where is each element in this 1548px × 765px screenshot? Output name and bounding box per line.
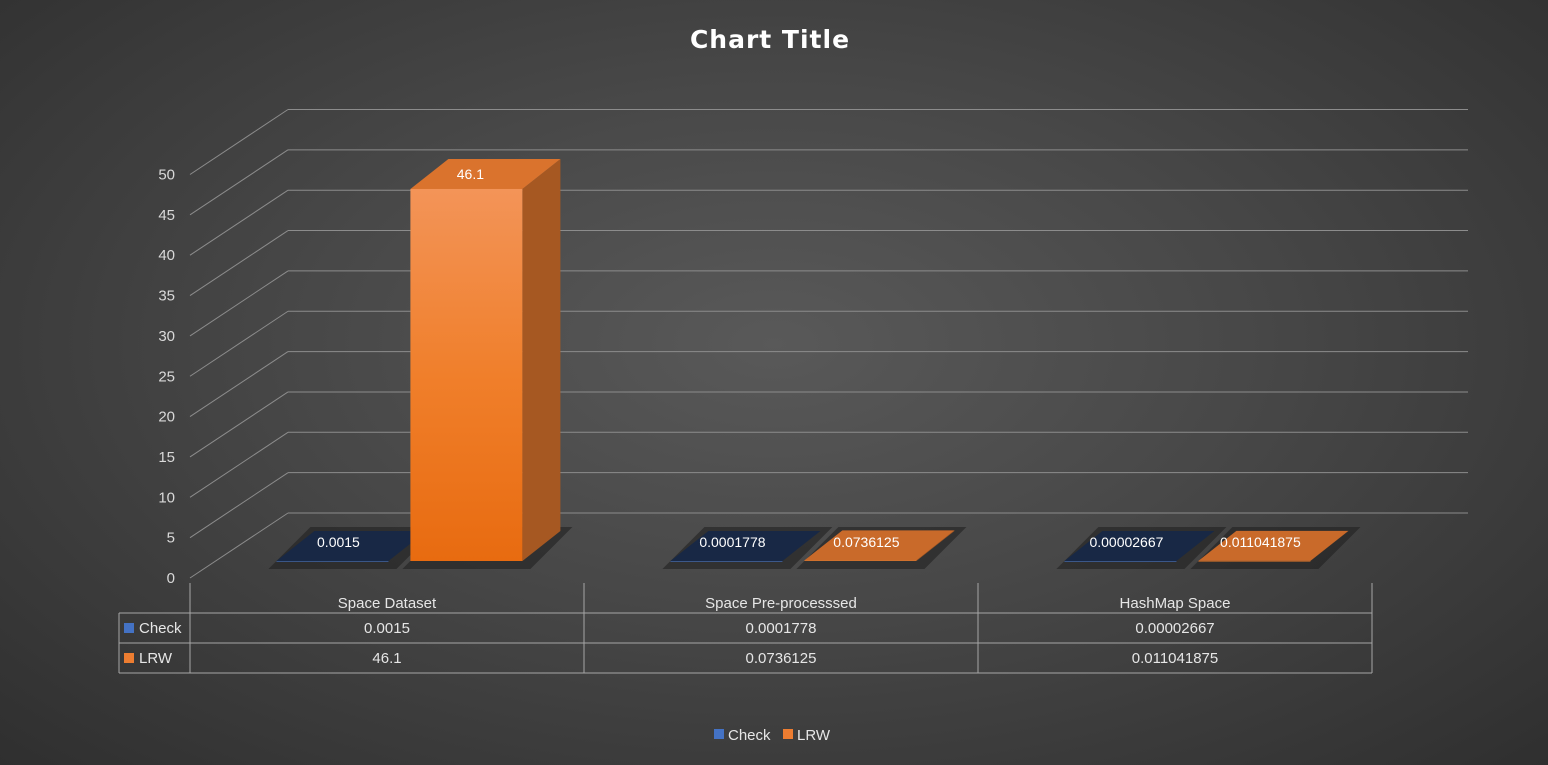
legend-key — [783, 729, 793, 739]
table-cell: 46.1 — [372, 650, 401, 667]
table-cell: 0.00002667 — [1135, 620, 1214, 637]
data-label: 0.00002667 — [1089, 534, 1163, 550]
legend: Check LRW — [714, 727, 831, 744]
data-label: 0.011041875 — [1220, 534, 1301, 550]
data-label: 46.1 — [457, 166, 484, 182]
data-label: 0.0015 — [317, 534, 360, 550]
gridline-side — [189, 391, 289, 458]
chart-title: Chart Title — [690, 25, 850, 54]
legend-label: Check — [728, 727, 771, 744]
legend-label: LRW — [797, 727, 831, 744]
bar-front — [1064, 560, 1177, 562]
data-labels: 0.0015 46.1 0.0001778 0.0736125 0.00002667 0.… — [317, 166, 1301, 550]
y-tick-label: 5 — [167, 530, 175, 547]
bar-front — [1198, 560, 1311, 562]
bar-side — [522, 158, 561, 561]
gridline-side — [189, 270, 289, 337]
y-tick-label: 35 — [158, 288, 175, 305]
bar-side — [916, 530, 955, 561]
gridlines — [189, 109, 1468, 579]
y-tick-label: 10 — [158, 489, 175, 506]
floor-edge — [189, 512, 289, 579]
bar-side — [1176, 530, 1215, 561]
bar-front — [276, 560, 389, 562]
data-table: Space Dataset Space Pre-processsed HashMap… — [118, 583, 1373, 674]
bar-side — [1310, 530, 1349, 561]
gridline-side — [189, 230, 289, 296]
table-legend-key — [124, 653, 134, 663]
bar-top — [670, 530, 821, 561]
bar-front — [670, 560, 783, 562]
gridline-side — [189, 310, 289, 377]
y-tick-label: 20 — [158, 409, 175, 426]
table-row-label: LRW — [139, 650, 173, 667]
gridline-side — [189, 351, 289, 418]
y-tick-label: 15 — [158, 449, 175, 466]
bar-top — [276, 530, 427, 561]
gridline-side — [189, 472, 289, 539]
table-row-label: Check — [139, 620, 182, 637]
bar-front — [410, 188, 523, 561]
table-legend-key — [124, 623, 134, 633]
bar-top — [1198, 530, 1349, 561]
bar-side — [782, 530, 821, 561]
bar-top — [410, 158, 561, 189]
gridline-side — [189, 431, 289, 498]
y-tick-label: 50 — [158, 167, 175, 184]
table-cell: 0.0015 — [364, 620, 410, 637]
legend-key — [714, 729, 724, 739]
gridline-side — [189, 149, 289, 216]
table-header: Space Pre-processsed — [705, 595, 857, 612]
table-cell: 0.011041875 — [1132, 650, 1218, 667]
table-cell: 0.0001778 — [746, 620, 817, 637]
gridline-side — [189, 189, 289, 256]
data-label: 0.0736125 — [833, 534, 899, 550]
bar-top — [1064, 530, 1215, 561]
data-label: 0.0001778 — [699, 534, 765, 550]
gridline-side — [189, 109, 289, 175]
table-header: HashMap Space — [1120, 595, 1231, 612]
y-axis: 0 5 10 15 20 25 30 35 40 45 50 — [158, 167, 175, 588]
bar-front — [804, 560, 917, 562]
y-tick-label: 25 — [158, 368, 175, 385]
table-header: Space Dataset — [338, 595, 437, 612]
y-tick-label: 40 — [158, 247, 175, 264]
y-tick-label: 45 — [158, 207, 175, 224]
bar-top — [804, 530, 955, 561]
table-cell: 0.0736125 — [746, 650, 817, 667]
y-tick-label: 0 — [167, 570, 175, 587]
bars — [268, 158, 1361, 569]
y-tick-label: 30 — [158, 328, 175, 345]
